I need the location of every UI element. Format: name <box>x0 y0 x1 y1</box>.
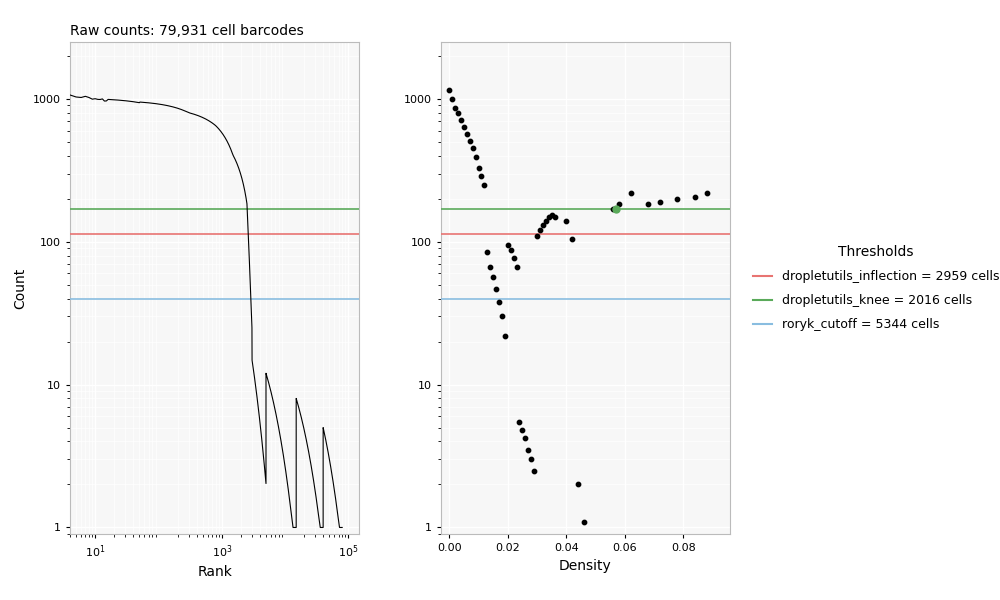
Point <box>456 122 472 131</box>
Legend: dropletutils_inflection = 2959 cells, dropletutils_knee = 2016 cells, roryk_cuto: dropletutils_inflection = 2959 cells, dr… <box>748 239 1000 337</box>
X-axis label: Density: Density <box>559 559 612 572</box>
Point <box>494 311 510 321</box>
Point <box>541 212 557 221</box>
Point <box>570 479 586 489</box>
Point <box>453 115 469 125</box>
Point <box>544 210 560 220</box>
Point <box>623 188 639 197</box>
Point <box>611 199 627 208</box>
Point <box>497 331 513 340</box>
Point <box>485 272 501 281</box>
X-axis label: Rank: Rank <box>197 565 232 579</box>
Point <box>468 152 484 162</box>
Point <box>576 517 592 526</box>
Point <box>699 188 715 197</box>
Point <box>479 247 495 257</box>
Point <box>517 434 533 443</box>
Point <box>462 136 478 145</box>
Point <box>506 253 522 263</box>
Point <box>444 95 460 104</box>
Point <box>652 197 668 206</box>
Point <box>471 163 487 172</box>
Point <box>500 240 516 250</box>
Y-axis label: Count: Count <box>13 268 27 308</box>
Point <box>476 180 492 190</box>
Point <box>511 417 527 427</box>
Point <box>450 109 466 118</box>
Point <box>488 284 504 293</box>
Point <box>514 425 530 435</box>
Point <box>605 204 621 214</box>
Point <box>687 193 703 202</box>
Point <box>640 199 656 208</box>
Point <box>523 454 539 464</box>
Point <box>526 466 542 475</box>
Point <box>491 297 507 307</box>
Point <box>482 262 498 271</box>
Point <box>503 245 519 254</box>
Point <box>558 216 574 226</box>
Point <box>520 445 536 455</box>
Point <box>447 103 463 113</box>
Point <box>509 262 525 271</box>
Point <box>547 212 563 222</box>
Point <box>538 216 554 226</box>
Point <box>564 234 580 244</box>
Point <box>535 221 551 230</box>
Point <box>608 204 624 214</box>
Point <box>529 231 545 241</box>
Point <box>441 85 457 95</box>
Text: Raw counts: 79,931 cell barcodes: Raw counts: 79,931 cell barcodes <box>70 24 304 38</box>
Point <box>459 129 475 139</box>
Point <box>465 143 481 153</box>
Point <box>473 171 489 181</box>
Point <box>669 194 685 203</box>
Point <box>532 226 548 235</box>
